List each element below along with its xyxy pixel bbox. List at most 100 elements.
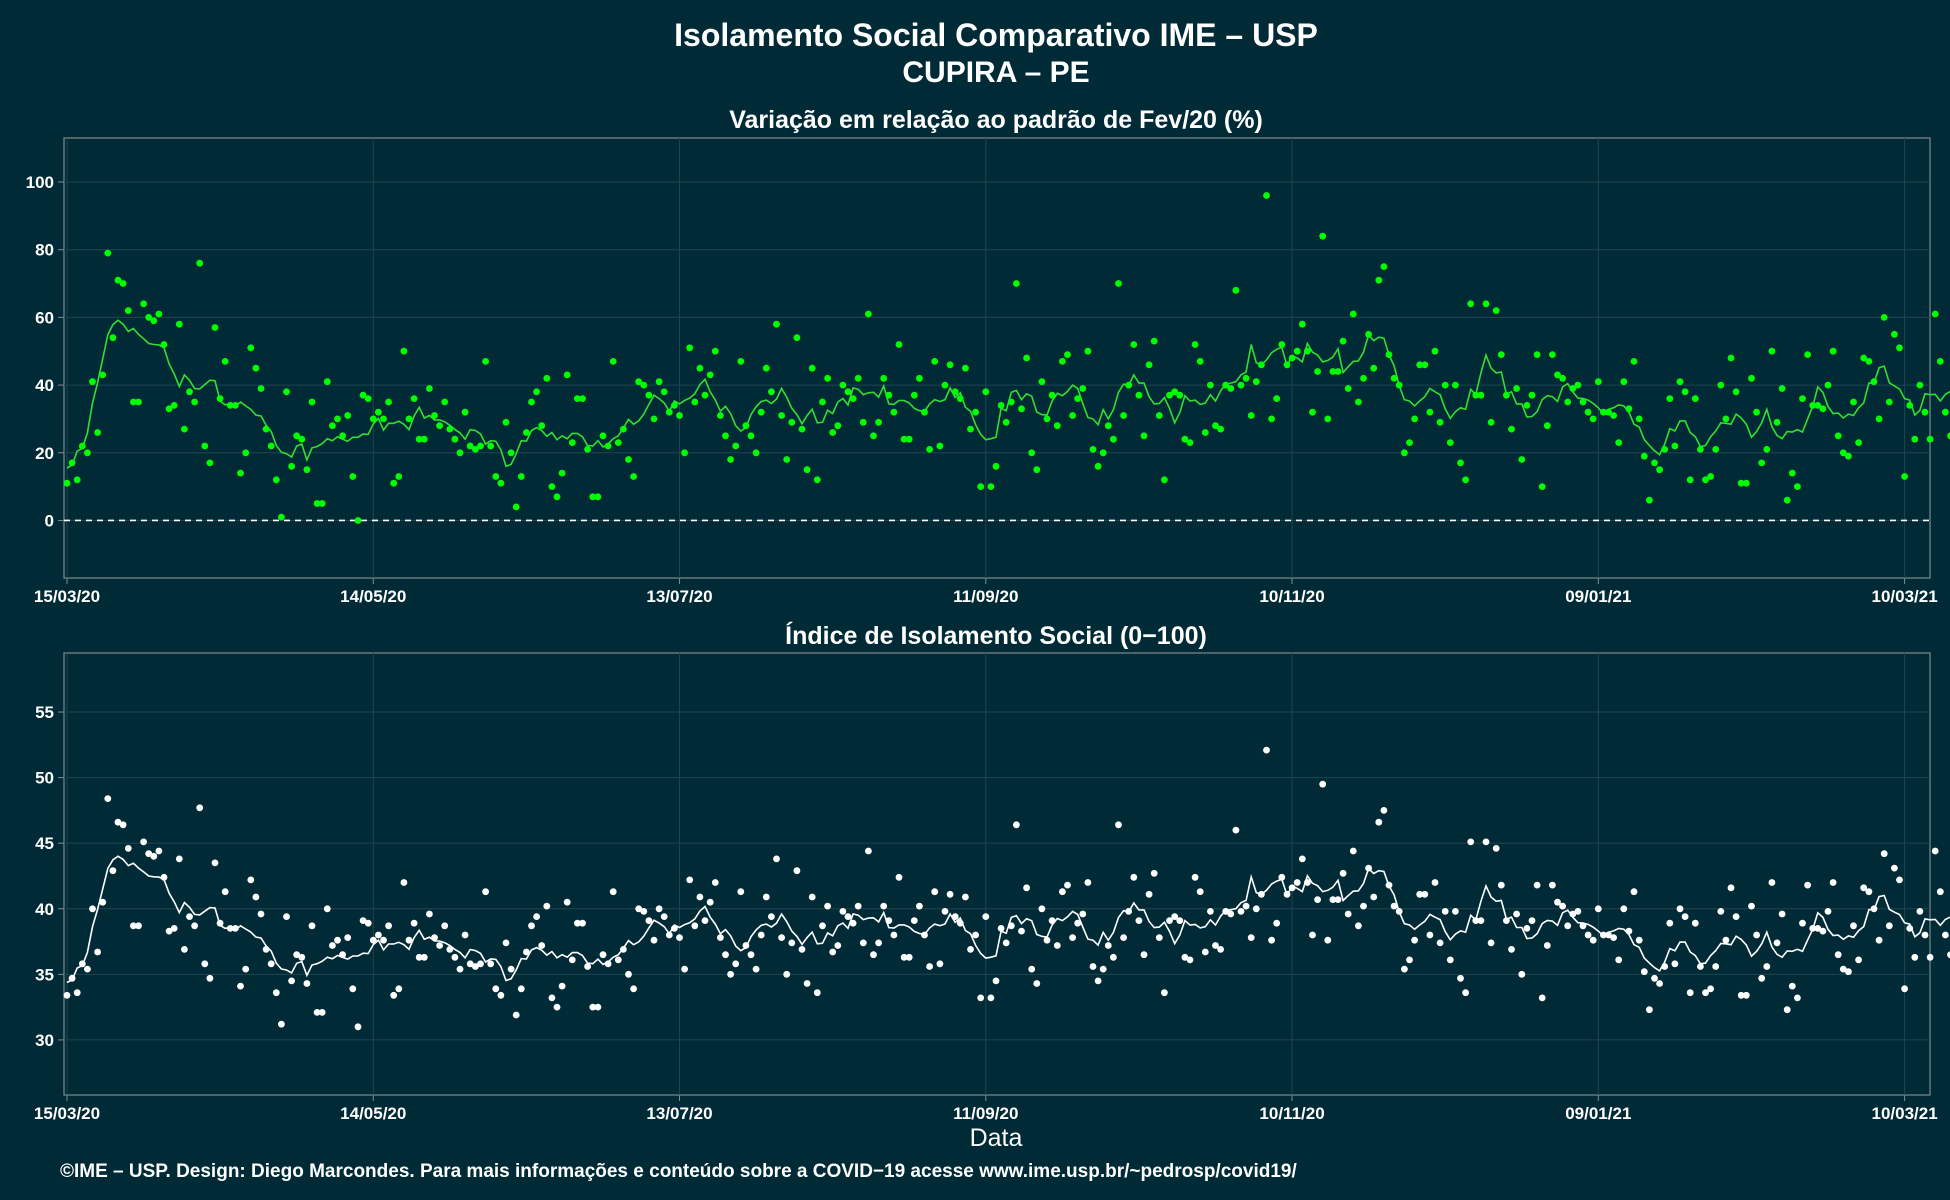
data-point: [1865, 358, 1873, 365]
data-point: [119, 821, 127, 829]
data-point: [400, 879, 408, 886]
series-line: [66, 319, 1950, 469]
data-point: [517, 473, 525, 480]
data-point: [1181, 435, 1189, 443]
data-point: [1691, 395, 1699, 402]
data-point: [1885, 398, 1893, 406]
data-point: [63, 479, 71, 487]
data-point: [1186, 439, 1194, 446]
data-point: [1686, 476, 1694, 484]
data-point: [257, 385, 265, 392]
data-point: [1155, 412, 1163, 419]
data-point: [1896, 876, 1903, 884]
data-point: [1676, 905, 1684, 913]
data-point: [523, 948, 530, 956]
data-point: [1355, 922, 1362, 930]
data-point: [1896, 344, 1903, 352]
data-point: [1850, 398, 1857, 406]
data-point: [497, 991, 505, 999]
data-point: [548, 994, 556, 1002]
data-point: [1349, 847, 1357, 855]
data-point: [385, 398, 392, 406]
data-point: [1809, 925, 1817, 932]
data-point: [1600, 408, 1607, 416]
data-point: [1339, 869, 1347, 877]
data-point: [747, 951, 755, 959]
data-point: [175, 320, 183, 328]
data-point: [1242, 902, 1250, 910]
data-point: [1472, 391, 1480, 399]
data-point: [1140, 951, 1148, 959]
data-point: [502, 939, 510, 947]
data-point: [1201, 948, 1209, 956]
data-point: [375, 408, 382, 416]
data-point: [1273, 395, 1281, 402]
data-point: [344, 412, 352, 419]
data-point: [604, 442, 612, 450]
data-point: [1324, 936, 1332, 944]
data-point: [426, 385, 433, 392]
data-point: [130, 398, 137, 406]
data-point: [1875, 415, 1883, 423]
data-point: [1304, 347, 1311, 355]
data-point: [1543, 422, 1551, 430]
data-point: [1120, 934, 1127, 941]
data-point: [1926, 953, 1934, 961]
data-point: [1171, 913, 1179, 920]
data-point: [1921, 408, 1929, 416]
data-point: [563, 898, 571, 906]
data-point: [1375, 818, 1383, 826]
data-point: [1421, 890, 1429, 898]
y-tick-label: 55: [35, 703, 54, 722]
data-point: [410, 919, 418, 927]
data-point: [788, 418, 796, 426]
data-point: [73, 476, 81, 484]
data-point: [140, 300, 148, 308]
data-point: [1477, 917, 1485, 924]
data-point: [834, 942, 842, 949]
data-point: [1426, 931, 1434, 939]
data-point: [1441, 908, 1449, 915]
data-point: [630, 985, 637, 993]
x-tick-label: 14/05/20: [340, 587, 406, 606]
data-point: [405, 415, 413, 423]
data-point: [1467, 300, 1475, 308]
data-point: [507, 965, 515, 973]
data-point: [1207, 908, 1214, 915]
data-point: [1324, 415, 1332, 423]
data-point: [1742, 991, 1750, 999]
data-point: [686, 344, 694, 352]
data-point: [1778, 910, 1786, 918]
data-point: [717, 934, 724, 941]
data-point: [946, 361, 954, 369]
data-point: [1094, 977, 1102, 985]
data-point: [278, 1020, 285, 1028]
data-point: [538, 422, 546, 430]
data-point: [216, 919, 224, 927]
data-point: [1278, 341, 1286, 348]
data-point: [89, 378, 96, 386]
data-point: [1855, 439, 1862, 446]
data-point: [1237, 908, 1245, 915]
data-point: [1768, 347, 1776, 355]
data-point: [1564, 398, 1572, 406]
data-point: [267, 442, 275, 450]
data-point: [819, 922, 826, 930]
data-point: [1125, 381, 1133, 389]
data-point: [589, 1003, 597, 1011]
data-point: [1099, 449, 1107, 457]
data-point: [1416, 890, 1424, 898]
data-point: [405, 936, 413, 944]
data-point: [1401, 965, 1408, 973]
data-point: [170, 925, 178, 932]
data-point: [1834, 432, 1842, 440]
data-point: [1130, 341, 1138, 348]
data-point: [568, 439, 576, 446]
data-point: [671, 925, 678, 932]
data-point: [1268, 936, 1275, 944]
data-point: [1870, 378, 1878, 386]
data-point: [757, 408, 765, 416]
data-point: [517, 985, 525, 993]
data-point: [1053, 422, 1061, 430]
data-point: [1753, 408, 1760, 416]
